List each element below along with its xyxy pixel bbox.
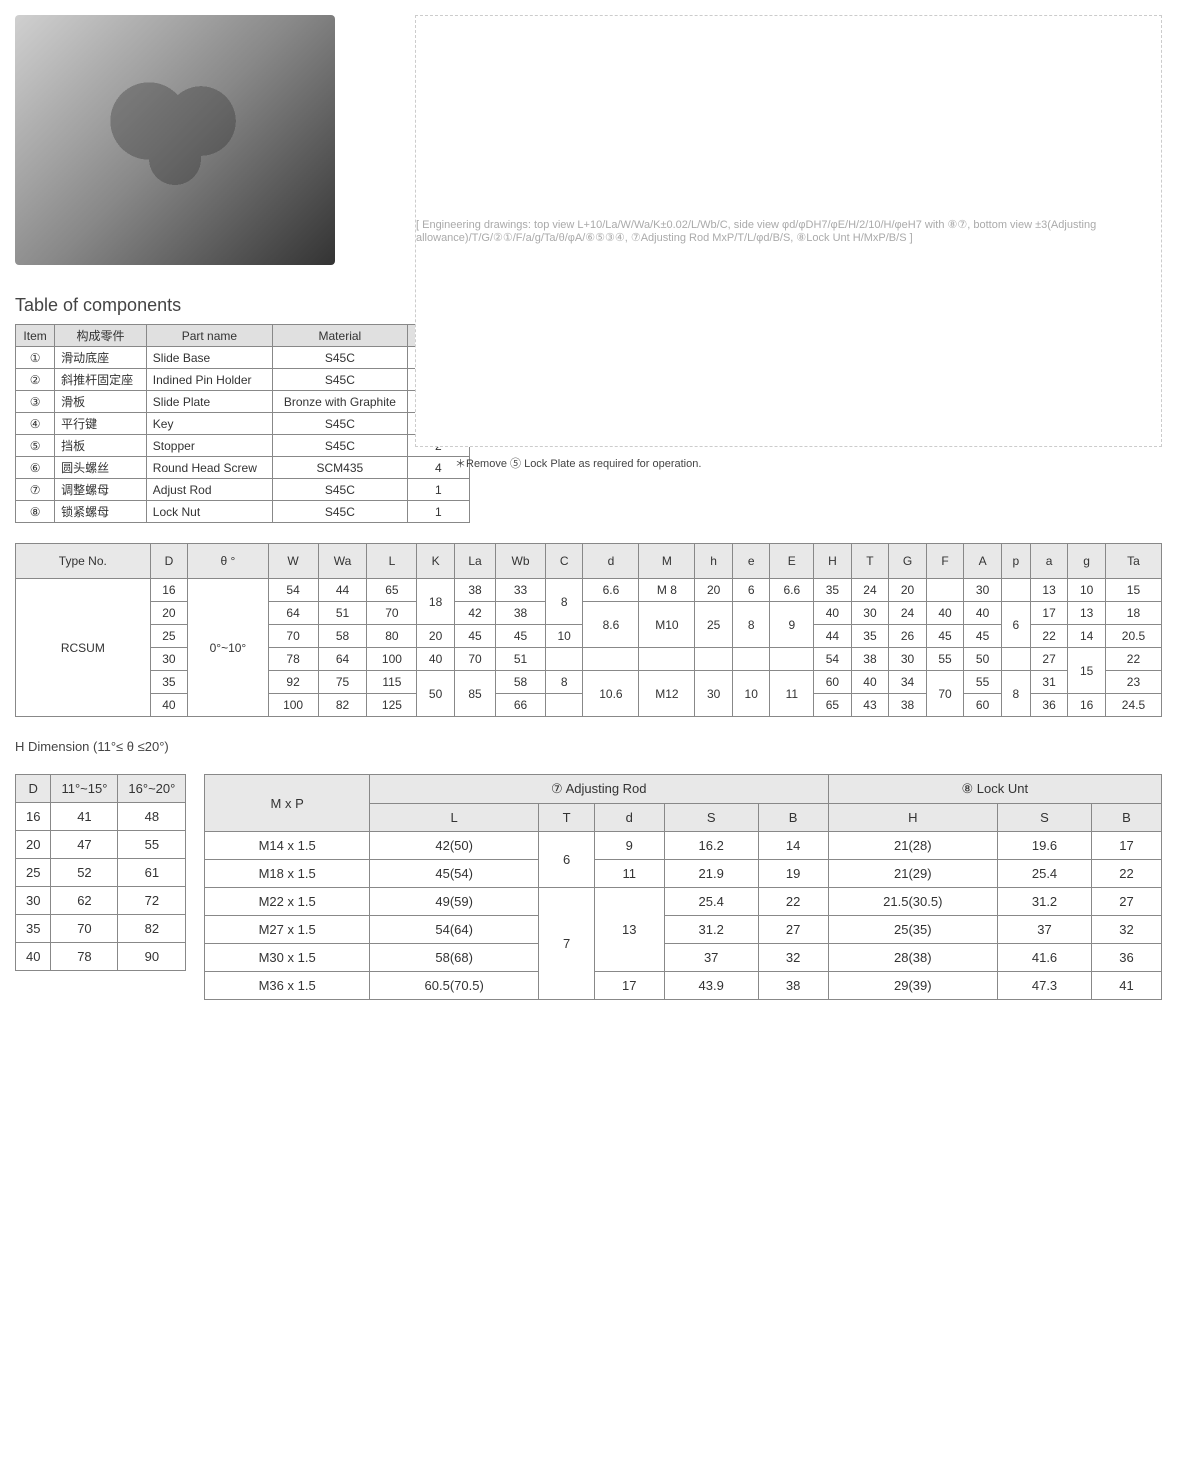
dim-header: G [889,544,927,579]
table-row: ②斜推杆固定座Indined Pin HolderS45C1 [16,369,470,391]
engineering-diagrams: [ Engineering drawings: top view L+10/La… [415,15,1162,447]
comp-header: 构成零件 [55,325,147,347]
table-row: ④平行键KeyS45C1 [16,413,470,435]
left-column: Table of components Item构成零件Part nameMat… [15,15,395,523]
right-column: [ Engineering drawings: top view L+10/La… [415,15,1162,523]
table-row: M27 x 1.554(64)31.22725(35)3732 [205,916,1162,944]
dim-header: Wb [496,544,546,579]
product-photo [15,15,335,265]
dimensions-table: Type No.Dθ °WWaLKLaWbCdMheEHTGFApagTaRCS… [15,543,1162,717]
table-row: M22 x 1.549(59)71325.42221.5(30.5)31.227 [205,888,1162,916]
h-dimension-table: D11°~15°16°~20°1641482047552552613062723… [15,774,186,971]
table-row: 357082 [16,915,186,943]
dim-header: La [454,544,495,579]
table-row: ①滑动底座Slide BaseS45C2 [16,347,470,369]
table-row: M18 x 1.545(54)1121.91921(29)25.422 [205,860,1162,888]
dim-header: K [417,544,455,579]
dim-header: p [1001,544,1030,579]
dim-header: T [851,544,889,579]
dim-header: g [1068,544,1106,579]
dim-header: C [545,544,583,579]
dim-header: e [732,544,770,579]
table-row: 2064517042388.6M10258940302440406171318 [16,602,1162,625]
dim-header: A [964,544,1002,579]
table-row: 204755 [16,831,186,859]
dim-header: W [268,544,318,579]
top-section: Table of components Item构成零件Part nameMat… [15,15,1162,523]
table-row: RCSUM160°~10°54446518383386.6M 82066.635… [16,579,1162,602]
dim-header: Wa [318,544,367,579]
dim-header: M [639,544,695,579]
components-table: Item构成零件Part nameMaterialQuantity①滑动底座Sl… [15,324,470,523]
dim-header: E [770,544,814,579]
table-row: 164148 [16,803,186,831]
table-row: 255261 [16,859,186,887]
table-row: ⑤挡板StopperS45C2 [16,435,470,457]
comp-header: Part name [146,325,272,347]
table-row: ⑧锁紧螺母Lock NutS45C1 [16,501,470,523]
table-row: M36 x 1.560.5(70.5)1743.93829(39)47.341 [205,972,1162,1000]
table-row: M14 x 1.542(50)6916.21421(28)19.617 [205,832,1162,860]
table-row: 407890 [16,943,186,971]
table-row: 3078641004070515438305550271522 [16,648,1162,671]
dim-header: Type No. [16,544,151,579]
dim-header: L [367,544,417,579]
table-row: 306272 [16,887,186,915]
dim-header: d [583,544,639,579]
dim-header: θ ° [188,544,268,579]
remove-note: ＊Remove ⑤ Lock Plate as required for ope… [455,455,701,471]
h-dimension-title: H Dimension (11°≤ θ ≤20°) [15,739,1162,754]
table-row: M30 x 1.558(68)373228(38)41.636 [205,944,1162,972]
bottom-tables-row: D11°~15°16°~20°1641482047552552613062723… [15,774,1162,1000]
table-row: 359275115508558810.6M1230101160403470558… [16,671,1162,694]
table-row: ⑥圆头螺丝Round Head ScrewSCM4354 [16,457,470,479]
adjusting-rod-lock-table: M x P⑦ Adjusting Rod⑧ Lock UntLTdSBHSBM1… [204,774,1162,1000]
dim-header: H [814,544,852,579]
comp-header: Material [272,325,407,347]
dim-header: D [150,544,188,579]
dim-header: F [926,544,964,579]
dim-header: Ta [1105,544,1161,579]
table-row: ③滑板Slide PlateBronze with Graphite2 [16,391,470,413]
dim-header: a [1030,544,1068,579]
components-title: Table of components [15,295,395,316]
dim-header: h [695,544,733,579]
table-row: ⑦调整螺母Adjust RodS45C1 [16,479,470,501]
comp-header: Item [16,325,55,347]
